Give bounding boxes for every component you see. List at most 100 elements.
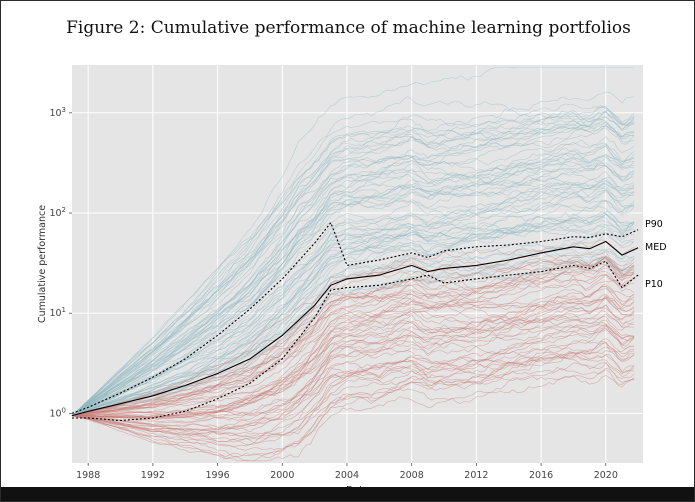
x-tick-label: 2008 bbox=[400, 470, 424, 481]
long-portfolio-line bbox=[71, 221, 635, 416]
long-portfolio-line bbox=[71, 189, 635, 416]
short-portfolio-line bbox=[71, 350, 635, 444]
short-portfolio-line bbox=[71, 257, 635, 416]
short-portfolio-line bbox=[71, 346, 635, 433]
long-portfolio-line bbox=[71, 121, 635, 416]
long-portfolio-line bbox=[71, 250, 635, 416]
short-portfolio-line bbox=[71, 351, 635, 447]
short-portfolio-line bbox=[71, 298, 635, 419]
series-line-med bbox=[71, 240, 639, 417]
chart-svg: P90 MED P10 1988 1992 1996 2000 2004 2008 2012 201… bbox=[37, 65, 667, 487]
long-portfolio-line bbox=[71, 152, 635, 416]
short-portfolio-line bbox=[72, 278, 635, 418]
short-portfolio-line bbox=[71, 248, 635, 416]
short-portfolio-line bbox=[71, 315, 635, 418]
long-portfolio-line bbox=[71, 199, 635, 416]
short-portfolio-line bbox=[71, 264, 635, 416]
long-portfolio-line bbox=[71, 109, 635, 416]
long-portfolio-line bbox=[71, 121, 635, 416]
long-portfolio-line bbox=[71, 229, 635, 416]
short-portfolio-line bbox=[71, 286, 635, 416]
short-portfolio-line bbox=[71, 309, 635, 419]
short-portfolio-line bbox=[71, 329, 635, 431]
short-portfolio-line bbox=[71, 313, 635, 416]
y-tick-label: 101 bbox=[49, 306, 66, 319]
short-portfolio-line bbox=[71, 297, 635, 418]
short-portfolio-line bbox=[71, 325, 635, 437]
long-portfolio-line bbox=[71, 179, 635, 416]
long-portfolio-line bbox=[71, 106, 635, 416]
short-portfolio-line bbox=[71, 263, 635, 416]
short-portfolio-line bbox=[71, 352, 635, 462]
y-tick-label: 102 bbox=[49, 206, 66, 219]
long-portfolio-line bbox=[71, 110, 635, 416]
short-portfolio-line bbox=[71, 273, 635, 416]
short-portfolio-line bbox=[71, 283, 635, 416]
long-portfolio-line bbox=[71, 256, 635, 416]
long-portfolio-line bbox=[71, 162, 635, 416]
long-portfolio-line bbox=[71, 191, 635, 416]
short-portfolio-line bbox=[71, 324, 635, 420]
short-portfolio-line bbox=[71, 260, 635, 416]
short-portfolio-line bbox=[71, 319, 635, 438]
long-portfolio-line bbox=[71, 120, 635, 416]
short-portfolio-line bbox=[71, 362, 635, 457]
long-portfolio-line bbox=[71, 143, 635, 416]
x-tick-label: 1992 bbox=[141, 470, 165, 481]
short-portfolio-line bbox=[71, 293, 635, 416]
short-portfolio-line bbox=[71, 272, 635, 416]
long-portfolio-line bbox=[71, 106, 635, 416]
short-portfolio-line bbox=[72, 297, 635, 419]
x-axis-label: Date bbox=[346, 485, 369, 487]
long-portfolio-line bbox=[71, 192, 635, 416]
long-portfolio-line bbox=[71, 144, 635, 416]
long-portfolio-line bbox=[71, 95, 635, 416]
long-portfolio-line bbox=[71, 155, 635, 416]
long-portfolio-line bbox=[71, 255, 635, 416]
short-portfolio-line bbox=[71, 304, 635, 419]
short-portfolio-line bbox=[71, 255, 635, 416]
short-portfolio-line bbox=[71, 355, 635, 425]
long-portfolio-line bbox=[71, 171, 635, 416]
long-portfolio-line bbox=[71, 211, 635, 416]
long-portfolio-line bbox=[71, 141, 635, 416]
long-portfolio-line bbox=[71, 199, 635, 416]
short-portfolio-line bbox=[71, 270, 635, 416]
short-portfolio-line bbox=[71, 239, 635, 416]
annotation-label-p10: P10 bbox=[645, 279, 663, 290]
short-portfolio-line bbox=[72, 307, 635, 421]
y-tick-label: 103 bbox=[49, 106, 66, 119]
x-tick-label: 2016 bbox=[529, 470, 553, 481]
short-portfolio-line bbox=[71, 339, 635, 421]
long-portfolio-line bbox=[71, 188, 635, 416]
short-portfolio-line bbox=[71, 342, 635, 459]
x-tick-label: 2012 bbox=[464, 470, 488, 481]
long-portfolio-line bbox=[71, 229, 635, 416]
short-portfolio-line bbox=[71, 260, 635, 416]
long-portfolio-line bbox=[71, 125, 635, 416]
plot-area bbox=[72, 65, 643, 463]
short-portfolio-line bbox=[71, 294, 635, 416]
long-portfolio-line bbox=[71, 246, 635, 416]
long-portfolio-line bbox=[71, 204, 635, 416]
bottom-strip bbox=[1, 487, 694, 501]
long-portfolio-line bbox=[71, 91, 635, 416]
long-portfolio-line bbox=[71, 183, 635, 416]
long-portfolio-line bbox=[71, 116, 635, 416]
short-portfolio-line bbox=[71, 323, 635, 433]
short-portfolio-line bbox=[71, 367, 635, 441]
long-portfolio-line bbox=[71, 183, 635, 416]
long-portfolio-line bbox=[71, 255, 635, 416]
x-tick-label: 2004 bbox=[335, 470, 359, 481]
long-portfolio-line bbox=[71, 126, 635, 416]
long-portfolio-line bbox=[71, 177, 635, 416]
long-portfolio-line bbox=[71, 211, 635, 416]
long-portfolio-line bbox=[71, 180, 635, 416]
long-portfolio-line bbox=[71, 222, 635, 416]
long-portfolio-line bbox=[71, 242, 635, 416]
series-line-p90 bbox=[71, 221, 639, 414]
long-portfolio-line bbox=[71, 163, 635, 416]
y-tick-label: 100 bbox=[49, 406, 66, 419]
short-portfolio-line bbox=[71, 256, 635, 416]
